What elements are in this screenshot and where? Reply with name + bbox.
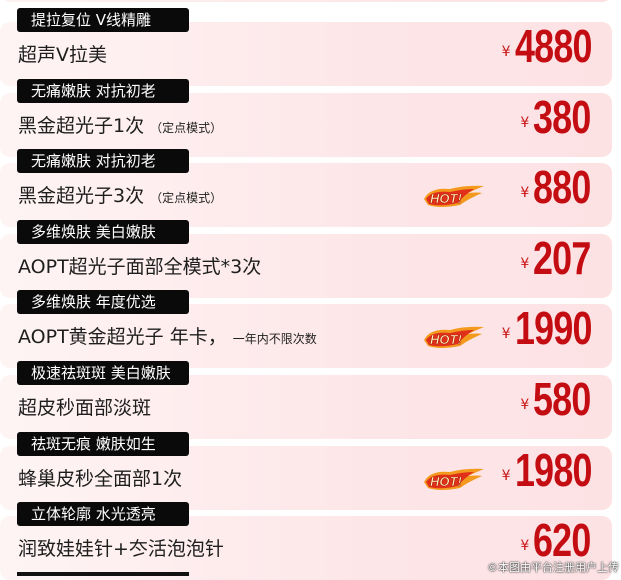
item-name: 黑金超光子1次 （定点模式） bbox=[18, 111, 222, 138]
item-name: 黑金超光子3次 （定点模式） bbox=[18, 181, 222, 208]
hot-badge-icon: HOT! bbox=[420, 324, 486, 350]
list-item[interactable]: 无痛嫩肤 对抗初老 黑金超光子1次 （定点模式） ¥380 bbox=[0, 78, 621, 157]
item-name: AOPT黄金超光子 年卡， 一年内不限次数 bbox=[18, 322, 317, 349]
hot-badge-text: HOT! bbox=[430, 474, 462, 489]
currency-symbol: ¥ bbox=[501, 467, 511, 484]
item-note: （定点模式） bbox=[150, 191, 223, 206]
item-tag: 无痛嫩肤 对抗初老 bbox=[17, 78, 189, 103]
next-tag bbox=[17, 572, 189, 576]
price-value: 1980 bbox=[514, 443, 592, 496]
currency-symbol: ¥ bbox=[520, 185, 530, 202]
price-value: 620 bbox=[533, 514, 591, 567]
item-name: 润致娃娃针+冭活泡泡针 bbox=[18, 534, 224, 561]
price-value: 880 bbox=[533, 161, 591, 214]
item-name-text: AOPT黄金超光子 年卡， bbox=[18, 326, 227, 349]
item-card bbox=[0, 233, 612, 298]
currency-symbol: ¥ bbox=[501, 44, 511, 60]
currency-symbol: ¥ bbox=[501, 326, 511, 343]
price-value: 380 bbox=[533, 90, 591, 143]
currency-symbol: ¥ bbox=[520, 538, 530, 555]
list-item[interactable]: 无痛嫩肤 对抗初老 黑金超光子3次 （定点模式） HOT! ¥880 bbox=[0, 149, 621, 228]
item-price: ¥620 bbox=[520, 514, 591, 567]
currency-symbol: ¥ bbox=[520, 397, 530, 413]
item-tag: 多维焕肤 年度优选 bbox=[17, 290, 189, 315]
item-card bbox=[0, 375, 612, 439]
price-value: 580 bbox=[533, 373, 591, 425]
item-name-text: 超声V拉美 bbox=[18, 44, 107, 66]
item-tag: 祛斑无痕 嫩肤如生 bbox=[17, 431, 189, 456]
currency-symbol: ¥ bbox=[520, 255, 530, 272]
item-name: 蜂巢皮秒全面部1次 bbox=[18, 464, 182, 491]
item-card bbox=[0, 445, 612, 510]
item-tag: 无痛嫩肤 对抗初老 bbox=[17, 149, 189, 174]
item-price: ¥580 bbox=[520, 373, 591, 425]
list-item[interactable]: 祛斑无痕 嫩肤如生 蜂巢皮秒全面部1次 HOT! ¥1980 bbox=[0, 431, 621, 510]
item-note: 一年内不限次数 bbox=[232, 332, 317, 347]
item-card bbox=[0, 92, 612, 157]
item-name-text: AOPT超光子面部全模式*3次 bbox=[18, 255, 262, 278]
item-name: AOPT超光子面部全模式*3次 bbox=[18, 252, 261, 279]
list-item[interactable]: 极速祛斑斑 美白嫩肤 超皮秒面部淡斑 ¥580 bbox=[0, 361, 621, 439]
hot-badge-icon: HOT! bbox=[420, 466, 486, 492]
item-name-text: 黑金超光子3次 bbox=[18, 185, 145, 208]
item-card bbox=[0, 516, 612, 580]
price-value: 4880 bbox=[514, 20, 592, 72]
item-tag: 提拉复位 V线精雕 bbox=[17, 8, 189, 32]
list-item[interactable]: 提拉复位 V线精雕 超声V拉美 ¥4880 bbox=[0, 8, 621, 86]
item-name: 超皮秒面部淡斑 bbox=[18, 393, 151, 420]
list-item[interactable]: 立体轮廓 水光透亮 润致娃娃针+冭活泡泡针 ¥620 bbox=[0, 502, 621, 580]
item-tag: 极速祛斑斑 美白嫩肤 bbox=[17, 361, 189, 385]
hot-badge-text: HOT! bbox=[430, 191, 462, 206]
item-price: ¥380 bbox=[520, 90, 591, 143]
item-tag: 多维焕肤 美白嫩肤 bbox=[17, 219, 189, 244]
hot-badge-text: HOT! bbox=[430, 332, 462, 347]
item-price: ¥880 bbox=[520, 161, 591, 214]
item-name-text: 超皮秒面部淡斑 bbox=[18, 397, 152, 419]
item-price: ¥1990 bbox=[501, 302, 592, 355]
item-name-text: 润致娃娃针+冭活泡泡针 bbox=[18, 538, 224, 561]
previous-card bbox=[0, 0, 612, 2]
item-price: ¥1980 bbox=[501, 443, 592, 496]
currency-symbol: ¥ bbox=[520, 114, 530, 131]
item-price: ¥4880 bbox=[501, 20, 592, 72]
list-item[interactable]: 多维焕肤 年度优选 AOPT黄金超光子 年卡， 一年内不限次数 HOT! ¥199… bbox=[0, 290, 621, 369]
hot-badge-icon: HOT! bbox=[420, 183, 486, 209]
item-name-text: 黑金超光子1次 bbox=[18, 114, 145, 137]
item-tag: 立体轮廓 水光透亮 bbox=[17, 502, 189, 527]
item-price: ¥207 bbox=[520, 231, 591, 284]
item-name-text: 蜂巢皮秒全面部1次 bbox=[18, 467, 183, 490]
price-value: 1990 bbox=[514, 302, 592, 355]
watermark: ©本图由平台注册用户上传 bbox=[487, 561, 619, 574]
item-card bbox=[0, 163, 612, 228]
item-card bbox=[0, 304, 612, 369]
list-item[interactable]: 多维焕肤 美白嫩肤 AOPT超光子面部全模式*3次 ¥207 bbox=[0, 219, 621, 298]
price-value: 207 bbox=[533, 231, 591, 284]
item-card bbox=[0, 22, 612, 86]
item-note: （定点模式） bbox=[150, 120, 223, 135]
item-name: 超声V拉美 bbox=[18, 40, 107, 67]
